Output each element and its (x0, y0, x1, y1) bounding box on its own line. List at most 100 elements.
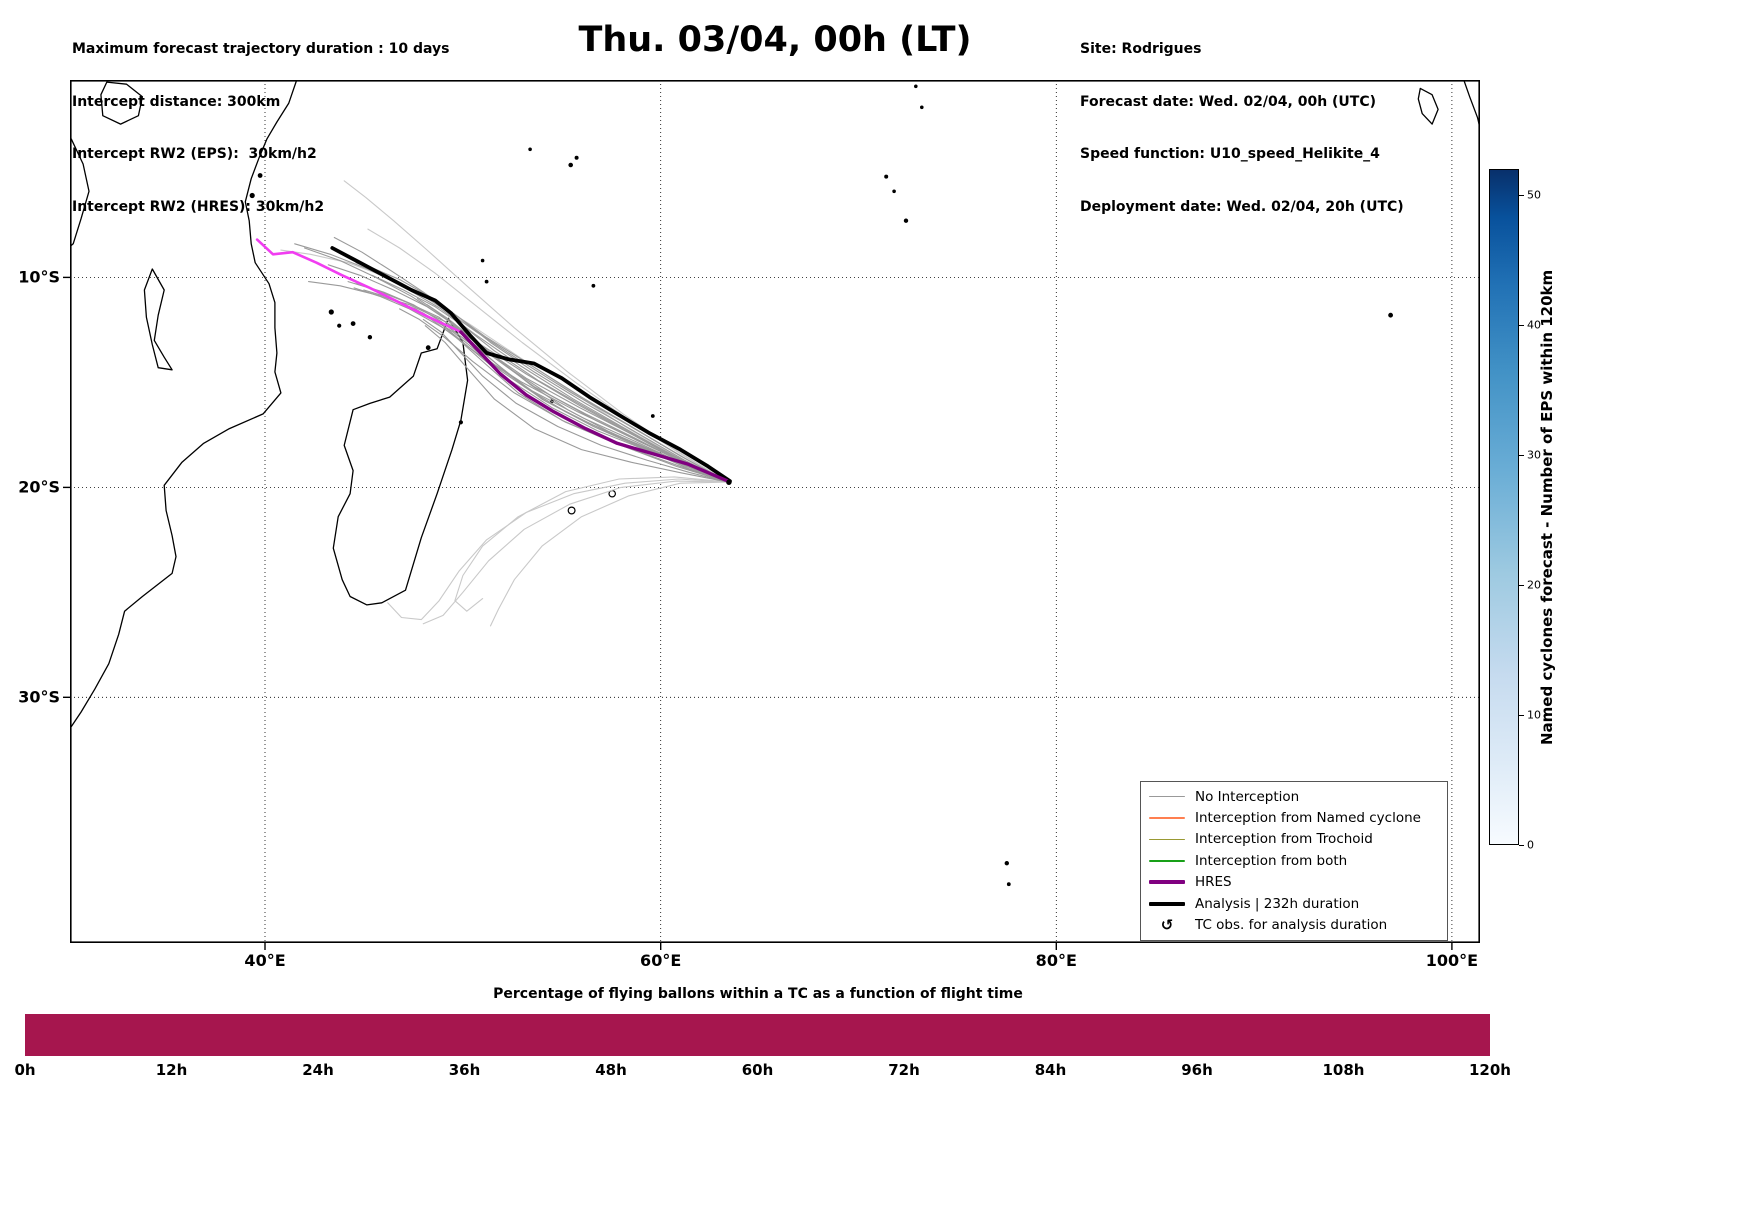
island-chagos-2 (892, 189, 896, 194)
colorbar-tick-label: 10 (1527, 708, 1541, 722)
legend-line-sample (1149, 860, 1185, 862)
ensemble-track (424, 325, 729, 483)
colorbar-tick-mark (1519, 195, 1524, 197)
legend-item: Interception from Trochoid (1141, 829, 1447, 850)
ensemble-track-light (422, 480, 729, 625)
coastline-lake-victoria (100, 81, 144, 125)
ensemble-track-light (387, 478, 729, 621)
info-line-forecast-date: Forecast date: Wed. 02/04, 00h (UTC) (1080, 93, 1377, 110)
ensemble-track-light (489, 481, 729, 627)
bottom-chart-title: Percentage of flying ballons within a TC… (493, 986, 1023, 1002)
coastline-sumatra-corner (1463, 80, 1480, 129)
y-tick-label: 30°S (18, 687, 60, 707)
island-bird-island (528, 147, 532, 152)
colorbar (1489, 169, 1519, 845)
island-amsterdam-island (1004, 861, 1010, 866)
island-moheli (337, 323, 342, 328)
coastline-sumatra-offshore-islands (1417, 87, 1439, 125)
colorbar-tick-label: 0 (1527, 838, 1534, 852)
flight-time-tick-label: 72h (888, 1061, 920, 1079)
colorbar-tick-mark (1519, 715, 1524, 717)
forecast-metadata: Site: Rodrigues Forecast date: Wed. 02/0… (1080, 6, 1404, 251)
run-parameters: Maximum forecast trajectory duration : 1… (72, 6, 449, 251)
colorbar-tick-label: 40 (1527, 318, 1541, 332)
island-farquhar (484, 279, 489, 284)
flight-time-tick-label: 120h (1469, 1061, 1511, 1079)
island-zanzibar (249, 192, 255, 199)
percentage-bar (25, 1014, 1490, 1056)
y-tick-label: 10°S (18, 267, 60, 287)
coastline-madagascar (332, 317, 469, 606)
island-sainte-marie (458, 420, 463, 425)
colorbar-tick-label: 20 (1527, 578, 1541, 592)
island-chagos-3 (903, 218, 909, 223)
coastline-lake-malawi (143, 268, 173, 371)
legend-line-sample (1149, 795, 1185, 798)
island-mahe (568, 162, 574, 168)
island-agalega (591, 283, 596, 288)
legend-label: Interception from Trochoid (1195, 831, 1373, 848)
colorbar-tick-label: 50 (1527, 188, 1541, 202)
legend-line-sample (1149, 901, 1185, 906)
info-line-speed-function: Speed function: U10_speed_Helikite_4 (1080, 146, 1380, 162)
legend-label: Analysis | 232h duration (1195, 895, 1360, 912)
island-st-brandon (650, 414, 655, 418)
legend-line-sample (1149, 817, 1185, 819)
map-frame (70, 80, 1481, 944)
ensemble-track-light (454, 476, 729, 612)
island-maldives-2 (919, 105, 924, 110)
trajectory-map (63, 80, 1481, 950)
island-maldives-1 (913, 84, 918, 89)
hres-pre-deployment-track (255, 238, 463, 334)
legend-item: HRES (1141, 872, 1447, 893)
ensemble-track (369, 266, 729, 483)
legend-label: Interception from Named cyclone (1195, 810, 1421, 827)
info-line-intercept-distance: Intercept distance: 300km (72, 93, 281, 110)
legend: No Interception Interception from Named c… (1140, 781, 1448, 941)
legend-label: HRES (1195, 874, 1232, 891)
colorbar-tick-label: 30 (1527, 448, 1541, 462)
ensemble-track-light (280, 249, 729, 483)
tc-obs-icon: ↺ (1160, 915, 1174, 934)
legend-item: Interception from Named cyclone (1141, 807, 1447, 828)
colorbar-tick-mark (1519, 455, 1524, 457)
island-pemba (257, 173, 263, 178)
coastline-africa-east-coast (70, 80, 298, 728)
hres-track (459, 330, 730, 483)
legend-item: Analysis | 232h duration (1141, 893, 1447, 914)
x-tick-label: 60°E (640, 951, 682, 970)
x-tick-label: 100°E (1425, 951, 1479, 970)
island-chagos-1 (884, 174, 889, 179)
colorbar-label: Named cyclones forecast - Number of EPS … (1538, 269, 1556, 745)
island-cocos (1388, 312, 1393, 318)
flight-time-tick-label: 96h (1181, 1061, 1213, 1079)
island-providence (480, 258, 485, 263)
legend-label: Interception from both (1195, 852, 1348, 869)
island-praslin (574, 155, 579, 160)
flight-time-tick-label: 12h (155, 1061, 188, 1079)
island-nosy-be (425, 345, 431, 351)
info-line-intercept-rw2-eps: Intercept RW2 (EPS): 30km/h2 (72, 146, 317, 162)
x-tick-label: 40°E (244, 951, 286, 970)
ensemble-track (294, 243, 729, 483)
legend-label: No Interception (1195, 788, 1300, 805)
analysis-track (330, 246, 732, 483)
info-line-intercept-rw2-hres: Intercept RW2 (HRES): 30km/h2 (72, 198, 325, 215)
ensemble-track-light (343, 180, 729, 483)
flight-time-tick-label: 36h (448, 1061, 481, 1079)
info-line-deployment-date: Deployment date: Wed. 02/04, 20h (UTC) (1080, 198, 1404, 215)
island-anjouan (350, 321, 356, 327)
island-reunion (567, 506, 576, 515)
flight-time-tick-label: 24h (302, 1061, 334, 1079)
y-tick-label: 20°S (18, 477, 60, 497)
info-line-site: Site: Rodrigues (1080, 41, 1202, 57)
legend-rows: No Interception Interception from Named c… (1141, 786, 1447, 936)
flight-time-tick-label: 108h (1322, 1061, 1365, 1079)
island-mayotte (367, 335, 373, 340)
colorbar-tick-mark (1519, 325, 1524, 327)
coastline-lake-tanganyika (70, 138, 90, 248)
legend-line-sample (1149, 838, 1185, 841)
flight-time-tick-label: 84h (1034, 1061, 1067, 1079)
island-grande-comore (328, 309, 334, 315)
ensemble-track (399, 308, 729, 483)
